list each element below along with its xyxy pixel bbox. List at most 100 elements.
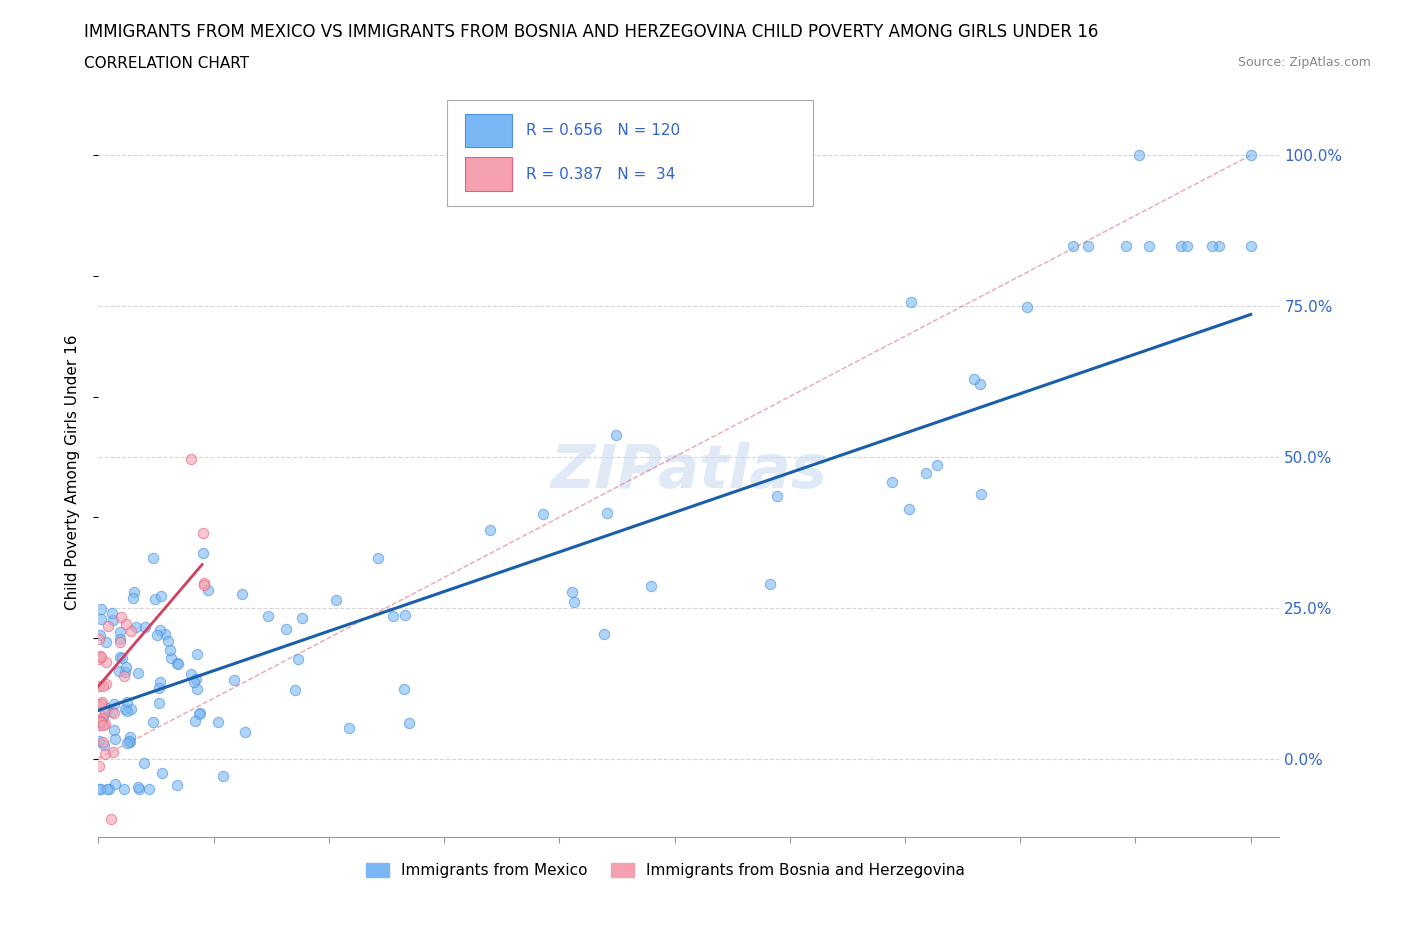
Point — [104, 777, 127, 792]
Point — [596, 506, 619, 521]
Point — [90, 695, 112, 710]
Point — [89, 713, 111, 728]
Point — [118, 735, 141, 750]
Point — [166, 777, 188, 792]
Point — [188, 706, 211, 721]
Point — [108, 664, 131, 679]
Point — [118, 734, 141, 749]
Point — [183, 713, 205, 728]
Point — [183, 675, 205, 690]
Point — [90, 612, 112, 627]
Point — [166, 657, 188, 671]
Point — [93, 747, 115, 762]
Point — [103, 697, 125, 711]
Text: IMMIGRANTS FROM MEXICO VS IMMIGRANTS FROM BOSNIA AND HERZEGOVINA CHILD POVERTY A: IMMIGRANTS FROM MEXICO VS IMMIGRANTS FRO… — [84, 23, 1098, 41]
Point — [759, 577, 782, 591]
Point — [87, 734, 110, 749]
Point — [142, 551, 165, 566]
Point — [100, 605, 122, 620]
Point — [398, 715, 420, 730]
Point — [284, 683, 307, 698]
Point — [207, 714, 229, 729]
Point — [103, 613, 125, 628]
Text: R = 0.387   N =  34: R = 0.387 N = 34 — [526, 166, 675, 181]
Point — [97, 618, 120, 633]
Point — [1139, 238, 1161, 253]
Point — [193, 576, 215, 591]
Point — [104, 731, 127, 746]
Point — [188, 706, 211, 721]
Point — [381, 609, 404, 624]
Point — [478, 523, 501, 538]
Point — [531, 507, 554, 522]
Point — [94, 705, 117, 720]
Point — [94, 635, 117, 650]
Point — [87, 698, 110, 713]
Point — [125, 619, 148, 634]
Point — [153, 627, 176, 642]
Point — [115, 659, 138, 674]
Point — [186, 682, 208, 697]
Point — [134, 619, 156, 634]
FancyBboxPatch shape — [447, 100, 813, 206]
Point — [257, 608, 280, 623]
Point — [122, 591, 145, 605]
Point — [120, 729, 142, 744]
Point — [89, 648, 111, 663]
Text: Source: ZipAtlas.com: Source: ZipAtlas.com — [1237, 56, 1371, 69]
Point — [103, 723, 125, 737]
Point — [880, 474, 903, 489]
Point — [561, 585, 583, 600]
Bar — [464, 157, 512, 191]
Point — [91, 679, 114, 694]
Point — [115, 617, 138, 631]
Point — [87, 631, 110, 646]
Point — [115, 695, 138, 710]
Point — [115, 736, 138, 751]
Point — [1240, 238, 1263, 253]
Point — [325, 593, 347, 608]
Point — [146, 628, 169, 643]
Point — [150, 589, 173, 604]
Point — [138, 781, 160, 796]
Point — [367, 551, 389, 565]
Text: CORRELATION CHART: CORRELATION CHART — [84, 56, 249, 71]
Point — [180, 452, 202, 467]
Point — [91, 711, 114, 725]
Point — [1175, 238, 1198, 253]
Point — [159, 643, 181, 658]
Point — [149, 675, 172, 690]
Point — [180, 667, 202, 682]
Point — [112, 781, 135, 796]
Point — [87, 758, 110, 773]
Point — [127, 780, 149, 795]
Point — [96, 781, 118, 796]
Point — [91, 717, 114, 732]
Point — [1128, 148, 1150, 163]
Point — [766, 488, 789, 503]
Point — [90, 714, 112, 729]
Point — [148, 696, 170, 711]
Point — [112, 669, 135, 684]
Point — [87, 679, 110, 694]
Legend: Immigrants from Mexico, Immigrants from Bosnia and Herzegovina: Immigrants from Mexico, Immigrants from … — [360, 857, 970, 884]
Point — [166, 656, 188, 671]
Point — [186, 646, 208, 661]
Y-axis label: Child Poverty Among Girls Under 16: Child Poverty Among Girls Under 16 — [65, 334, 80, 610]
Point — [191, 525, 214, 540]
Point — [114, 701, 136, 716]
Point — [115, 704, 138, 719]
Point — [337, 721, 360, 736]
Point — [191, 545, 214, 560]
Point — [101, 705, 124, 720]
Point — [394, 607, 416, 622]
Point — [1077, 238, 1099, 253]
Point — [1062, 238, 1084, 253]
Point — [87, 698, 110, 713]
Point — [134, 756, 156, 771]
Point — [233, 724, 256, 739]
Point — [93, 716, 115, 731]
Point — [100, 812, 122, 827]
Point — [94, 655, 117, 670]
Point — [103, 705, 125, 720]
